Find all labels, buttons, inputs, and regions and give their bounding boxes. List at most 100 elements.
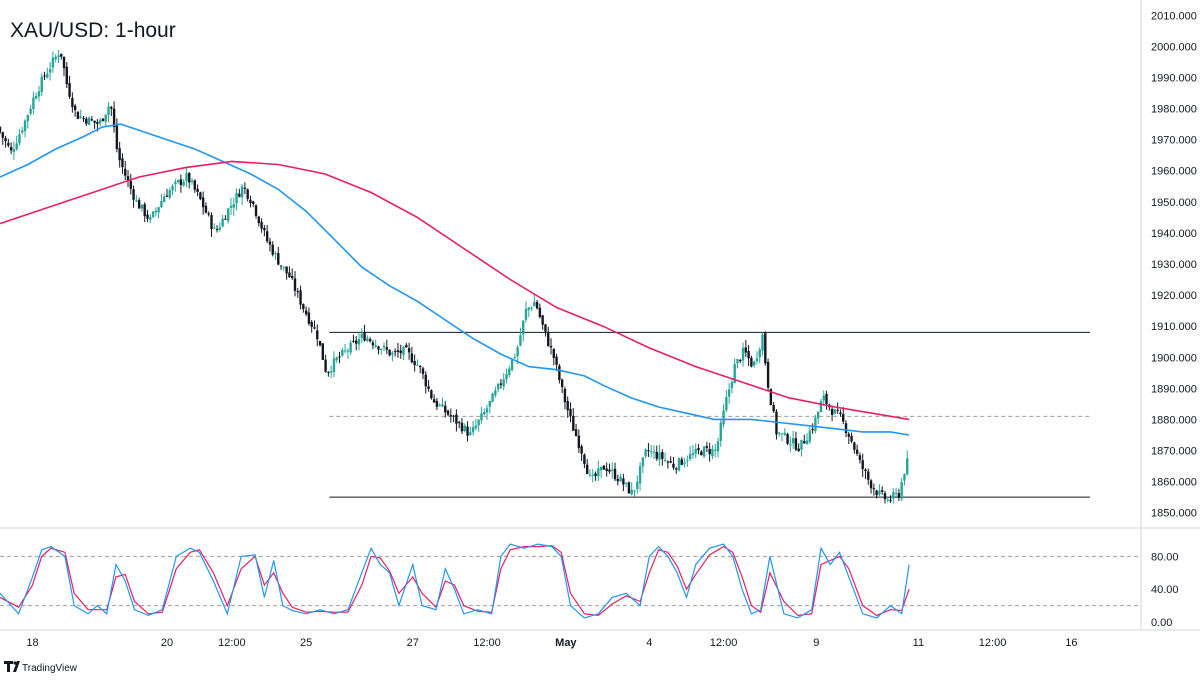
candle-body	[115, 125, 119, 150]
candle-body	[460, 422, 464, 432]
candle-body	[274, 252, 277, 254]
candle-body	[40, 76, 43, 92]
candle-body	[132, 189, 135, 200]
candle-body	[182, 181, 185, 186]
candle-body	[416, 364, 419, 366]
candle-body	[190, 180, 194, 183]
candle-body	[675, 468, 678, 470]
candle-body	[808, 430, 812, 442]
candle-body	[313, 327, 316, 329]
price-tick-label: 1850.000	[1151, 508, 1197, 520]
candle-body	[819, 401, 823, 412]
candle-body	[165, 195, 169, 197]
candle-body	[380, 349, 383, 351]
candle-body	[861, 460, 864, 470]
candle-body	[585, 464, 589, 475]
price-axis[interactable]: 2010.000 2000.000 1990.000 1980.000 1970.000…	[1151, 10, 1197, 519]
candle-body	[683, 462, 686, 464]
candle-body	[382, 345, 386, 348]
candle-body	[149, 217, 152, 220]
candle-body	[18, 134, 21, 144]
time-tick-label: 27	[407, 637, 419, 649]
candle-body	[627, 482, 631, 494]
candle-body	[391, 352, 394, 355]
candle-body	[730, 381, 734, 389]
time-tick-label: 18	[26, 637, 38, 649]
slow-moving-average-line[interactable]	[0, 160, 910, 421]
candle-body	[444, 405, 447, 413]
candle-body	[463, 425, 466, 432]
candle-body	[658, 452, 661, 460]
candle-body	[783, 432, 786, 435]
candle-body	[647, 450, 650, 452]
time-axis[interactable]: 18 20 12:00 25 27 12:00 May 4 12:00 9 11 12:00 16	[26, 637, 1077, 649]
candle-body	[878, 490, 881, 495]
candle-body	[544, 324, 547, 332]
candle-body	[154, 210, 158, 213]
candle-body	[758, 349, 761, 358]
candle-body	[630, 489, 633, 495]
stochastic-tick-label: 0.00	[1151, 617, 1172, 629]
candle-body	[469, 432, 472, 435]
candle-body	[73, 105, 77, 111]
price-tick-label: 1980.000	[1151, 104, 1197, 116]
tradingview-logo[interactable]: TradingView	[4, 661, 78, 674]
candle-body	[371, 342, 375, 346]
candle-body	[750, 357, 753, 367]
stochastic-d-line[interactable]	[0, 545, 910, 617]
candle-body	[23, 120, 27, 132]
candle-body	[346, 350, 350, 352]
candle-body	[505, 374, 508, 380]
candle-body	[140, 204, 144, 209]
stochastic-axis[interactable]: 80.00 40.00 0.00	[1151, 551, 1179, 629]
candle-body	[538, 307, 542, 318]
candle-body	[666, 461, 670, 463]
candle-body	[435, 400, 439, 407]
stochastic-k-line[interactable]	[0, 543, 910, 619]
candle-body	[569, 408, 572, 416]
chart-title: XAU/USD: 1-hour	[10, 19, 176, 42]
candle-body	[708, 449, 711, 455]
candle-body	[7, 142, 10, 146]
candle-body	[137, 200, 141, 209]
candle-body	[93, 120, 96, 123]
candle-body	[271, 244, 274, 255]
candle-body	[54, 56, 57, 60]
candle-body	[257, 216, 261, 224]
candle-body	[875, 490, 878, 496]
candle-body	[265, 231, 269, 242]
tradingview-logo-dot	[13, 661, 17, 665]
candle-body	[547, 332, 550, 346]
candle-body	[377, 346, 380, 350]
candle-body	[608, 469, 611, 472]
candle-body	[135, 200, 138, 202]
candle-body	[185, 173, 188, 182]
candle-body	[466, 426, 469, 436]
price-tick-label: 1930.000	[1151, 259, 1197, 271]
candle-body	[118, 148, 121, 161]
fast-moving-average-line[interactable]	[0, 123, 910, 436]
candle-body	[638, 466, 642, 484]
candle-body	[457, 422, 461, 424]
candle-body	[71, 98, 74, 108]
candle-body	[76, 111, 80, 119]
candle-body	[641, 457, 645, 467]
price-tick-label: 1960.000	[1151, 166, 1197, 178]
candle-body	[508, 368, 511, 376]
candle-body	[51, 57, 55, 68]
candle-body	[207, 213, 210, 215]
candle-body	[85, 118, 88, 124]
candle-body	[825, 393, 828, 405]
candle-body	[357, 339, 361, 345]
candle-body	[583, 454, 586, 465]
candle-body	[619, 476, 622, 482]
candle-body	[129, 180, 132, 189]
candle-body	[110, 106, 113, 109]
candle-body	[577, 435, 581, 448]
candle-body	[316, 330, 319, 340]
candle-body	[201, 197, 205, 208]
candle-body	[34, 96, 38, 99]
candle-body	[355, 340, 358, 344]
candle-body	[126, 176, 130, 181]
candle-body	[560, 379, 564, 388]
